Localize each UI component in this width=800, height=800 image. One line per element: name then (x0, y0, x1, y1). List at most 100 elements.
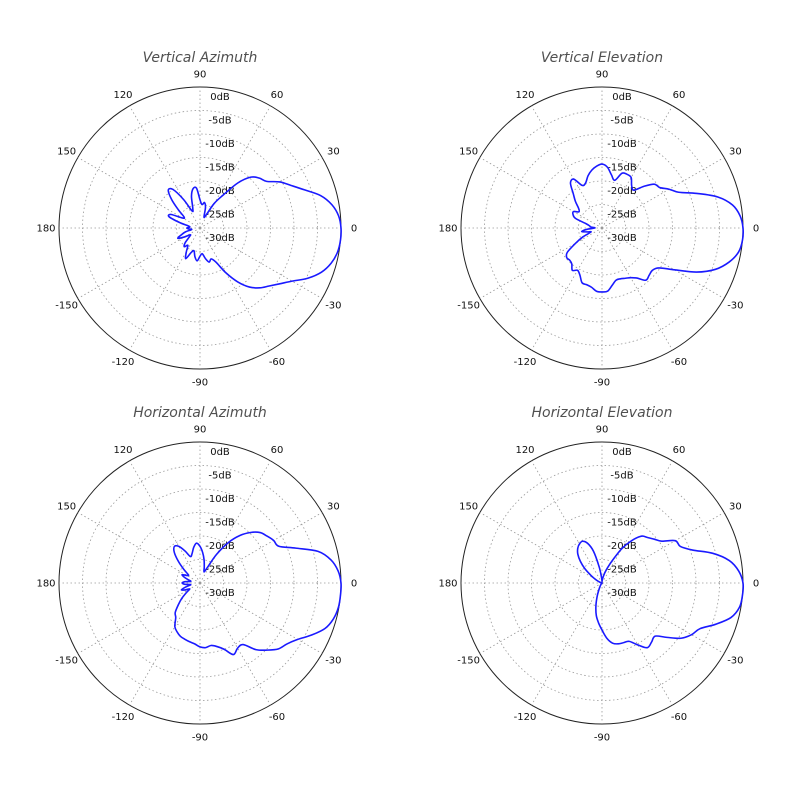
angle-tick-label: 180 (438, 224, 457, 235)
angle-tick-label: -60 (671, 712, 687, 723)
radial-tick-label: -15dB (205, 518, 235, 529)
chart-title: Horizontal Azimuth (133, 405, 267, 421)
angle-tick-label: 150 (459, 502, 478, 513)
radial-tick-label: -20dB (205, 186, 235, 197)
grid-ring (152, 535, 248, 631)
radial-tick-label: -10dB (205, 494, 235, 505)
angle-tick-label: 120 (113, 445, 132, 456)
radial-tick-label: -5dB (208, 116, 231, 127)
grid-ring (129, 512, 271, 654)
grid-ring (531, 512, 673, 654)
angle-tick-label: 120 (515, 445, 534, 456)
chart-title: Horizontal Elevation (532, 405, 673, 421)
grid-ring (578, 559, 626, 607)
angle-tick-label: 60 (271, 445, 284, 456)
angle-tick-label: -120 (514, 357, 537, 368)
radial-tick-label: -15dB (205, 163, 235, 174)
chart-title: Vertical Elevation (541, 50, 663, 66)
angle-tick-label: 30 (327, 147, 340, 158)
angle-tick-label: 0 (753, 579, 759, 590)
radial-tick-label: -20dB (607, 541, 637, 552)
angle-tick-label: -30 (727, 301, 743, 312)
angle-tick-label: -60 (269, 357, 285, 368)
angle-tick-label: 60 (673, 445, 686, 456)
angle-tick-label: -90 (192, 733, 208, 744)
angle-tick-label: 30 (729, 147, 742, 158)
radial-tick-label: -30dB (205, 233, 235, 244)
angle-tick-label: -120 (514, 712, 537, 723)
radial-tick-label: -5dB (610, 471, 633, 482)
radial-tick-label: -5dB (208, 471, 231, 482)
angle-tick-label: -60 (671, 357, 687, 368)
grid-ring (105, 133, 295, 323)
radial-tick-label: -5dB (610, 116, 633, 127)
angle-tick-label: -90 (594, 733, 610, 744)
radial-tick-label: -30dB (607, 233, 637, 244)
grid-ring (152, 180, 248, 276)
angle-tick-label: 90 (194, 70, 207, 81)
grid-ring (507, 133, 697, 323)
angle-tick-label: 120 (113, 90, 132, 101)
angle-tick-label: 0 (351, 579, 357, 590)
grid-ring (176, 559, 224, 607)
radial-tick-label: 0dB (210, 447, 230, 458)
radiation-pattern-line (565, 163, 744, 293)
angle-tick-label: -60 (269, 712, 285, 723)
grid-ring (129, 157, 271, 299)
radial-tick-label: -10dB (607, 139, 637, 150)
angle-tick-label: -150 (457, 656, 480, 667)
radial-tick-label: -15dB (607, 518, 637, 529)
grid-ring (531, 157, 673, 299)
angle-tick-label: 0 (351, 224, 357, 235)
radiation-pattern-line (576, 535, 745, 649)
angle-tick-label: -150 (55, 301, 78, 312)
angle-tick-label: 180 (438, 579, 457, 590)
angle-tick-label: 90 (194, 425, 207, 436)
radiation-pattern-line (167, 176, 342, 289)
angle-tick-label: -120 (112, 712, 135, 723)
grid-ring (554, 180, 650, 276)
angle-tick-label: 0 (753, 224, 759, 235)
grid-ring (105, 488, 295, 678)
grid-ring (554, 535, 650, 631)
radial-tick-label: -15dB (607, 163, 637, 174)
radial-tick-label: -30dB (205, 588, 235, 599)
radial-tick-label: -25dB (607, 210, 637, 221)
radiation-pattern-line (173, 531, 342, 656)
radial-tick-label: 0dB (612, 447, 632, 458)
angle-tick-label: -30 (727, 656, 743, 667)
angle-tick-label: 180 (36, 224, 55, 235)
angle-tick-label: -30 (325, 301, 341, 312)
radial-tick-label: -30dB (607, 588, 637, 599)
angle-tick-label: -150 (55, 656, 78, 667)
radial-tick-label: -25dB (607, 565, 637, 576)
angle-tick-label: 60 (271, 90, 284, 101)
angle-tick-label: 90 (596, 425, 609, 436)
angle-tick-label: 120 (515, 90, 534, 101)
angle-tick-label: 30 (327, 502, 340, 513)
polar-plot-vertical-azimuth: Vertical Azimuth 90 60 30 0 -30 -60 -90 -120 -150… (36, 50, 357, 389)
radial-tick-label: 0dB (210, 92, 230, 103)
angle-tick-label: -90 (192, 378, 208, 389)
angle-tick-label: 180 (36, 579, 55, 590)
polar-plot-horizontal-azimuth: Horizontal Azimuth 90 60 30 0 -30 -60 -90 -120 -1… (36, 405, 357, 744)
angle-tick-label: 150 (459, 147, 478, 158)
angle-tick-label: -150 (457, 301, 480, 312)
angle-tick-label: 150 (57, 502, 76, 513)
radial-tick-label: 0dB (612, 92, 632, 103)
radial-tick-label: -10dB (205, 139, 235, 150)
radial-tick-label: -20dB (205, 541, 235, 552)
angle-tick-label: 30 (729, 502, 742, 513)
grid-ring (176, 204, 224, 252)
grid-ring (578, 204, 626, 252)
radial-tick-label: -25dB (205, 565, 235, 576)
chart-title: Vertical Azimuth (143, 50, 258, 66)
polar-plot-vertical-elevation: Vertical Elevation 90 60 30 0 -30 -60 -90 -120 -1… (438, 50, 759, 389)
grid-ring (507, 488, 697, 678)
angle-tick-label: 60 (673, 90, 686, 101)
angle-tick-label: -90 (594, 378, 610, 389)
angle-tick-label: -120 (112, 357, 135, 368)
angle-tick-label: 150 (57, 147, 76, 158)
angle-tick-label: 90 (596, 70, 609, 81)
